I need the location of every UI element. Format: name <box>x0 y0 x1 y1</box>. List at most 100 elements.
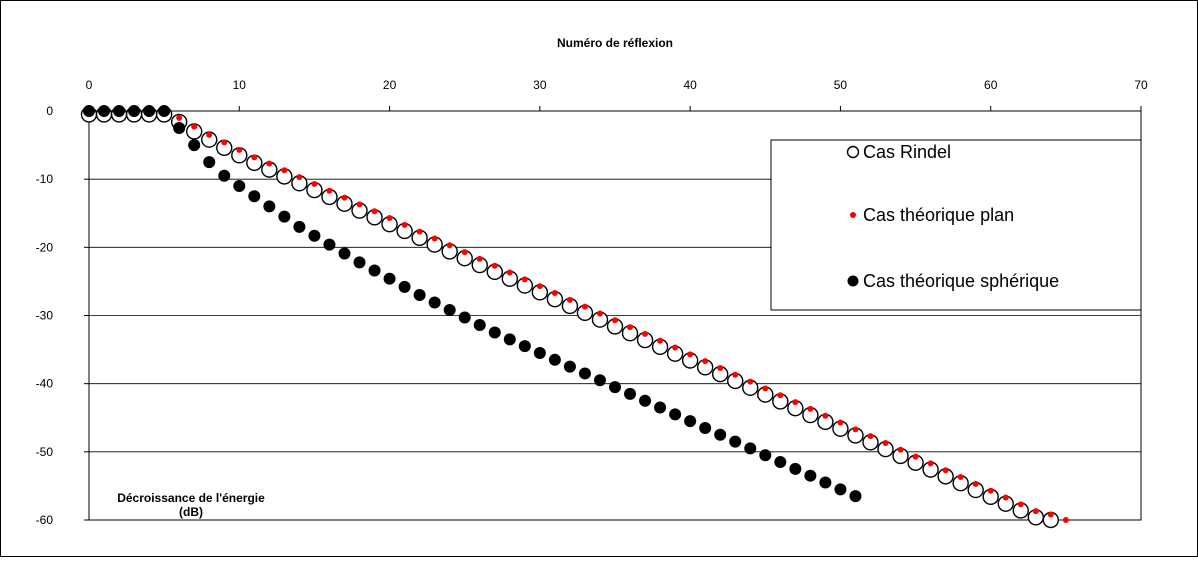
data-point-series-2 <box>398 280 411 293</box>
x-tick-label: 20 <box>383 78 397 92</box>
legend-marker-1 <box>850 212 856 218</box>
data-point-series-1 <box>972 480 979 487</box>
data-point-series-2 <box>158 105 171 117</box>
data-point-series-2 <box>774 456 787 469</box>
data-point-series-2 <box>413 289 426 302</box>
y-tick-label: -60 <box>36 513 54 527</box>
data-point-series-2 <box>804 469 817 482</box>
series-layer <box>80 105 1069 529</box>
data-point-series-1 <box>957 474 964 481</box>
legend-label-cas-theorique-spherique: Cas théorique sphérique <box>863 271 1059 291</box>
data-point-series-1 <box>236 146 243 153</box>
data-point-series-2 <box>684 415 697 428</box>
data-point-series-1 <box>762 385 769 392</box>
data-point-series-1 <box>191 123 198 130</box>
data-point-series-2 <box>203 156 216 169</box>
legend-label-cas-theorique-plan: Cas théorique plan <box>863 205 1014 225</box>
data-point-series-2 <box>368 264 381 277</box>
legend: Cas Rindel Cas théorique plan Cas théori… <box>770 139 1142 311</box>
data-point-series-2 <box>428 296 441 309</box>
y-tick-label: -10 <box>36 172 54 186</box>
series-2 <box>83 105 862 503</box>
data-point-series-1 <box>521 276 528 283</box>
data-point-series-1 <box>657 337 664 344</box>
data-point-series-1 <box>296 174 303 181</box>
x-axis-title: Numéro de réflexion <box>557 36 673 50</box>
data-point-series-1 <box>401 221 408 228</box>
data-point-series-1 <box>431 235 438 242</box>
data-point-series-2 <box>699 421 712 434</box>
legend-label-cas-rindel: Cas Rindel <box>863 142 951 162</box>
data-point-series-1 <box>822 412 829 419</box>
x-tick-label: 60 <box>984 78 998 92</box>
data-point-series-2 <box>593 374 606 387</box>
y-tick-label: -40 <box>36 377 54 391</box>
data-point-series-2 <box>173 122 186 135</box>
y-tick-label: -50 <box>36 445 54 459</box>
data-point-series-1 <box>987 487 994 494</box>
data-point-series-1 <box>612 317 618 324</box>
data-point-series-2 <box>714 428 727 441</box>
data-point-series-2 <box>83 105 95 117</box>
data-point-series-1 <box>837 419 844 426</box>
data-point-series-1 <box>551 290 558 297</box>
data-point-series-1 <box>221 139 228 146</box>
data-point-series-1 <box>251 154 258 161</box>
data-point-series-2 <box>473 319 486 332</box>
data-point-series-1 <box>281 167 288 174</box>
data-point-series-1 <box>491 262 498 269</box>
legend-marker-2 <box>847 275 859 287</box>
data-point-series-1 <box>1062 517 1069 523</box>
data-point-series-1 <box>717 364 724 371</box>
data-point-series-1 <box>642 330 649 337</box>
data-point-series-1 <box>371 208 378 215</box>
legend-markers <box>846 145 860 287</box>
x-tick-label: 50 <box>834 78 848 92</box>
y-axis-title-background <box>94 488 290 519</box>
x-tick-label: 30 <box>533 78 547 92</box>
data-point-series-2 <box>263 200 276 213</box>
data-point-series-1 <box>356 201 363 208</box>
data-point-series-1 <box>341 194 348 201</box>
data-point-series-2 <box>834 483 847 496</box>
data-point-series-1 <box>311 180 318 187</box>
data-point-series-2 <box>654 401 667 414</box>
data-point-series-1 <box>206 131 213 138</box>
y-axis-title-line-1: Décroissance de l'énergie <box>117 491 265 505</box>
data-point-series-2 <box>759 449 772 462</box>
y-axis-title-bg-rect <box>94 488 290 519</box>
data-point-series-2 <box>98 105 111 117</box>
data-point-series-2 <box>338 247 351 260</box>
data-point-series-2 <box>278 210 291 223</box>
data-point-series-1 <box>596 310 603 317</box>
data-point-series-2 <box>624 387 637 400</box>
legend-marker-0 <box>846 145 860 159</box>
data-point-series-2 <box>729 435 742 448</box>
data-point-series-2 <box>308 229 321 242</box>
data-point-series-2 <box>744 442 757 455</box>
data-point-series-2 <box>113 105 126 117</box>
data-point-series-2 <box>143 105 156 117</box>
data-point-series-2 <box>669 408 682 421</box>
data-point-series-1 <box>777 392 784 399</box>
data-point-series-2 <box>503 333 516 346</box>
data-point-series-1 <box>446 242 453 249</box>
data-point-series-1 <box>1002 494 1009 501</box>
data-point-series-2 <box>488 326 501 339</box>
y-tick-label: -30 <box>36 309 54 323</box>
data-point-series-1 <box>852 426 859 433</box>
y-tick-label: -20 <box>36 240 54 254</box>
x-tick-label: 10 <box>233 78 247 92</box>
data-point-series-2 <box>849 490 862 503</box>
data-point-series-2 <box>128 105 141 117</box>
data-point-series-2 <box>188 139 201 152</box>
y-axis-title-line-2: (dB) <box>179 505 203 519</box>
data-point-series-1 <box>702 358 709 365</box>
data-point-series-1 <box>807 405 814 412</box>
data-point-series-1 <box>927 460 934 467</box>
data-point-series-1 <box>942 467 949 474</box>
data-point-series-2 <box>383 272 396 285</box>
legend-box <box>770 139 1142 311</box>
data-point-series-1 <box>732 371 739 378</box>
